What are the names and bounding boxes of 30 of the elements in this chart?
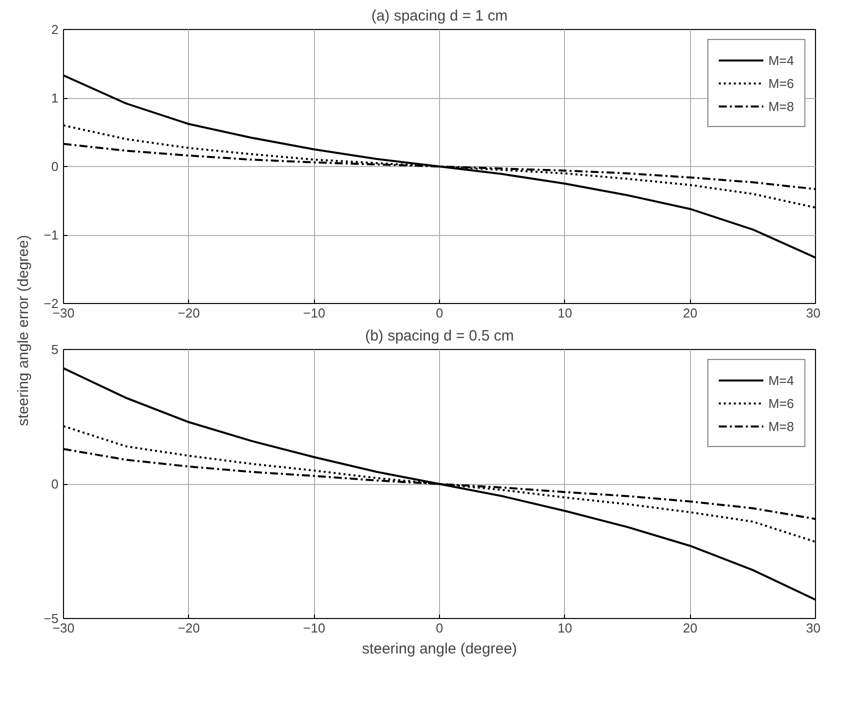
- x-tick-label: −10: [303, 306, 326, 320]
- y-tick-label: 1: [51, 90, 59, 106]
- x-tick-label: −20: [178, 620, 200, 636]
- x-tick-label: 10: [558, 620, 572, 636]
- legend-label: M=4: [768, 52, 794, 68]
- y-axis-title: steering angle error (degree): [15, 235, 32, 426]
- y-tick-label: −5: [44, 611, 59, 626]
- x-tick-label: 0: [436, 306, 444, 320]
- x-tick-label: −10: [303, 620, 326, 636]
- chart-title: (b) spacing d = 0.5 cm: [365, 328, 514, 344]
- y-tick-label: −1: [44, 228, 59, 242]
- legend-label: M=8: [768, 418, 794, 434]
- chart-title: (a) spacing d = 1 cm: [371, 8, 508, 24]
- legend-label: M=4: [768, 372, 794, 388]
- legend-label: M=6: [768, 396, 794, 410]
- legend-label: M=8: [768, 98, 794, 114]
- x-tick-label: 20: [682, 620, 698, 636]
- y-tick-label: 0: [51, 159, 59, 174]
- y-tick-label: 5: [51, 342, 59, 357]
- x-tick-label: 20: [682, 306, 698, 320]
- legend-label: M=6: [768, 76, 794, 90]
- y-tick-label: 0: [51, 476, 59, 492]
- x-tick-label: 30: [806, 306, 821, 320]
- y-tick-label: −2: [44, 296, 59, 311]
- x-tick-label: 0: [436, 620, 444, 636]
- x-tick-label: 30: [806, 620, 821, 636]
- x-axis-title: steering angle (degree): [362, 640, 518, 658]
- x-tick-label: 10: [558, 306, 572, 320]
- x-tick-label: −20: [178, 306, 200, 320]
- y-tick-label: 2: [51, 22, 59, 37]
